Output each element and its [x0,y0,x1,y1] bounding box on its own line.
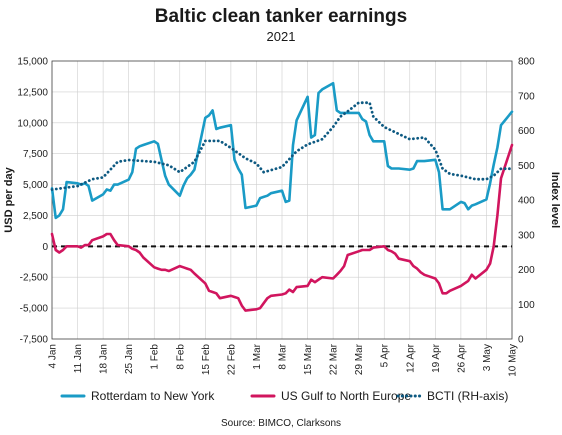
right-tick-label: 600 [518,126,535,137]
legend-label: US Gulf to North Europe [281,389,411,403]
left-tick-label: 15,000 [17,57,48,68]
x-tick-label: 25 Jan [124,344,135,374]
x-tick-label: 19 Apr [431,343,442,373]
x-tick-label: 11 Jan [73,344,84,373]
legend: Rotterdam to New York US Gulf to North Eu… [60,389,508,403]
x-tick-label: 8 Feb [175,344,186,370]
series-lines [50,81,514,312]
x-tick-label: 18 Jan [99,344,110,374]
x-tick-label: 1 Feb [150,344,161,370]
left-tick-label: -2,500 [20,273,49,284]
left-tick-label: 5,000 [23,180,48,191]
chart-subtitle: 2021 [267,29,296,44]
x-tick-label: 15 Mar [303,343,314,375]
x-tick-label: 22 Mar [329,343,340,375]
x-tick-label: 29 Mar [354,343,365,375]
x-tick-label: 1 Mar [252,343,263,369]
x-tick-label: 26 Apr [456,343,467,373]
left-tick-label: -7,500 [20,335,49,346]
right-tick-label: 800 [518,57,535,68]
source-note: Source: BIMCO, Clarksons [221,418,341,429]
right-axis-label: Index level [549,172,561,228]
chart-title: Baltic clean tanker earnings [155,6,407,27]
x-tick-label: 4 Jan [48,344,59,368]
legend-label: BCTI (RH-axis) [427,389,508,403]
x-tick-label: 5 Apr [380,343,391,367]
x-tick-label: 8 Mar [278,343,289,369]
left-tick-label: 10,000 [17,118,48,129]
left-tick-label: 7,500 [23,149,48,160]
right-tick-label: 100 [518,300,535,311]
legend-label: Rotterdam to New York [91,389,215,403]
x-tick-label: 12 Apr [405,343,416,373]
right-tick-label: 400 [518,196,535,207]
right-tick-label: 200 [518,265,535,276]
right-axis-ticks: 0 100 200 300 400 500 600 700 800 [518,57,535,346]
right-tick-label: 0 [518,335,524,346]
right-tick-label: 300 [518,230,535,241]
left-tick-label: 12,500 [17,87,48,98]
plot-frame [51,60,513,340]
x-tick-label: 15 Feb [201,344,212,376]
x-tick-label: 3 May [482,344,493,371]
left-tick-label: 2,500 [23,211,48,222]
x-tick-label: 10 May [508,344,519,377]
left-axis-label: USD per day [3,166,15,232]
series-line-rotterdam-to-new-york [50,81,514,220]
left-tick-label: -5,000 [20,304,49,315]
x-axis-ticks: 4 Jan 11 Jan 18 Jan 25 Jan 1 Feb 8 Feb 15 Feb 2… [48,343,519,376]
right-tick-label: 500 [518,161,535,172]
left-axis-ticks: -7,500 -5,000 -2,500 0 2,500 5,000 7,500 10,000… [17,57,48,346]
series-line-us-gulf-to-north-europe [50,143,514,312]
series-line-bcti-rh-axis [50,101,514,192]
x-tick-label: 22 Feb [226,344,237,376]
right-tick-label: 700 [518,91,535,102]
left-tick-label: 0 [42,242,48,253]
